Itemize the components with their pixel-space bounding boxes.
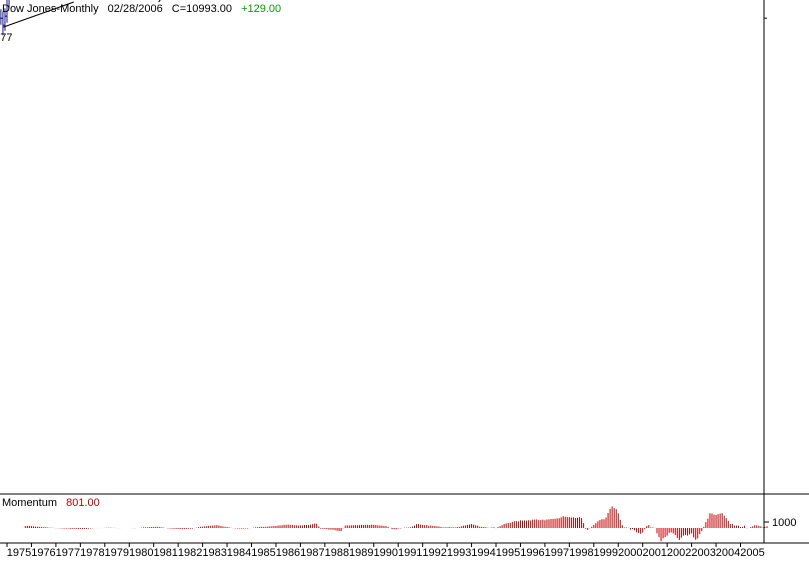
momentum-scale-label: 1000	[772, 517, 796, 529]
price-axis: 1000200030004000500060007000800090001000…	[764, 17, 767, 19]
x-tick-label: 1987	[300, 547, 324, 559]
x-tick-label: 1994	[471, 547, 495, 559]
annotations: 57710117762722173839753674117238235	[0, 32, 13, 44]
x-tick-label: 1976	[31, 547, 55, 559]
x-tick-label: 1984	[227, 547, 251, 559]
x-tick-label: 1986	[276, 547, 300, 559]
x-tick-label: 2005	[740, 547, 764, 559]
x-tick-label: 2000	[618, 547, 642, 559]
trendlines	[3, 0, 161, 28]
x-tick-label: 1979	[105, 547, 129, 559]
x-tick-label: 1995	[496, 547, 520, 559]
price-bar	[8, 0, 10, 9]
momentum-bars	[24, 506, 768, 542]
chart-change: +129.00	[241, 3, 281, 15]
chart-close: C=10993.00	[172, 3, 232, 15]
x-tick-label: 2002	[667, 547, 691, 559]
trendline-long-term-support	[3, 1, 74, 28]
annotation-label: 577	[0, 32, 13, 44]
momentum-title: Momentum	[2, 497, 57, 509]
x-tick-label: 2001	[642, 547, 666, 559]
x-tick-label: 1996	[520, 547, 544, 559]
svg-text:Dow Jones-Monthly 02/28/: Dow Jones-Monthly 02/28/2006 C=10993.00 …	[2, 3, 281, 15]
x-tick-label: 1983	[202, 547, 226, 559]
chart-date: 02/28/2006	[108, 3, 163, 15]
x-tick-label: 2004	[716, 547, 740, 559]
x-tick-label: 1977	[56, 547, 80, 559]
time-axis: 1975 1976 1977 1978 1979 1980 1981 1982 1983 1984…	[6, 543, 765, 559]
price-bar	[5, 0, 8, 23]
x-tick-label: 1985	[251, 547, 275, 559]
price-bars	[0, 0, 10, 36]
x-tick-label: 1998	[569, 547, 593, 559]
x-tick-label: 1982	[178, 547, 202, 559]
x-tick-label: 1991	[398, 547, 422, 559]
x-tick-label: 1997	[545, 547, 569, 559]
chart-symbol: Dow Jones-Monthly	[2, 3, 99, 15]
x-tick-label: 2003	[691, 547, 715, 559]
x-tick-label: 1992	[422, 547, 446, 559]
x-tick-label: 1980	[129, 547, 153, 559]
x-tick-label: 1988	[325, 547, 349, 559]
svg-text:Momentum 801.00: Momentum 801.00	[2, 497, 100, 509]
x-tick-label: 1981	[153, 547, 177, 559]
x-tick-label: 1990	[374, 547, 398, 559]
momentum-value: 801.00	[66, 497, 100, 509]
x-tick-label: 1993	[447, 547, 471, 559]
x-tick-label: 1975	[7, 547, 31, 559]
x-tick-label: 1989	[349, 547, 373, 559]
x-tick-label: 1978	[80, 547, 104, 559]
x-tick-label: 1999	[594, 547, 618, 559]
